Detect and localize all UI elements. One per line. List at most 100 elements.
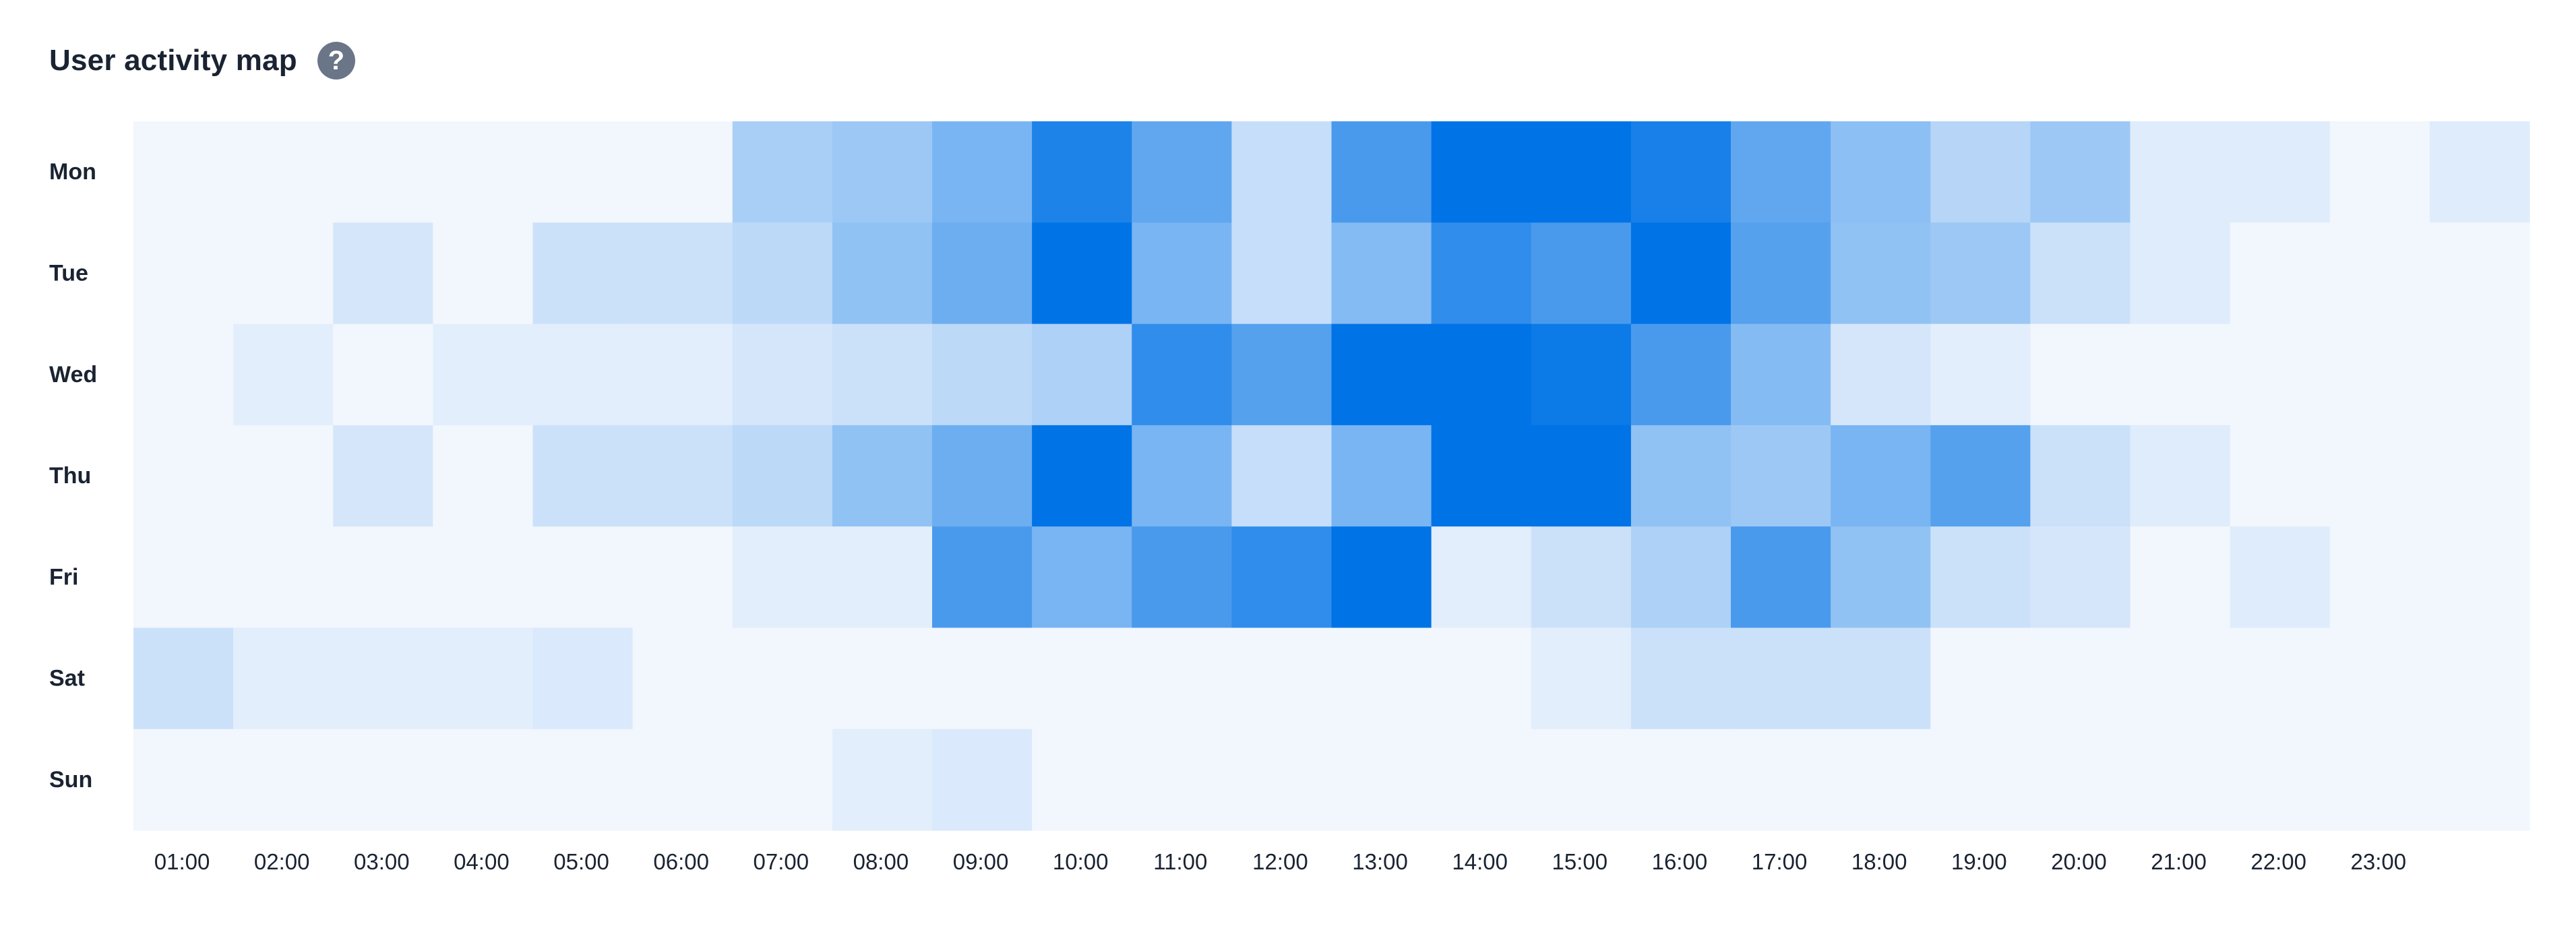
heatmap-cell-mon-2200[interactable] xyxy=(2230,121,2331,223)
heatmap-cell-sat-1200[interactable] xyxy=(1231,627,1332,730)
heatmap-cell-thu-1700[interactable] xyxy=(1731,425,1831,527)
heatmap-cell-thu-0300[interactable] xyxy=(333,425,433,527)
heatmap-cell-mon-0100[interactable] xyxy=(133,121,234,223)
heatmap-cell-sat-0300[interactable] xyxy=(333,627,433,730)
heatmap-cell-sat-0200[interactable] xyxy=(233,627,334,730)
heatmap-cell-thu-1500[interactable] xyxy=(1531,425,1632,527)
heatmap-cell-fri-2100[interactable] xyxy=(2130,526,2231,629)
heatmap-cell-sat-0700[interactable] xyxy=(732,627,833,730)
heatmap-cell-tue-0100[interactable] xyxy=(133,222,234,325)
heatmap-cell-sat-0900[interactable] xyxy=(932,627,1033,730)
heatmap-cell-fri-2000[interactable] xyxy=(2030,526,2131,629)
heatmap-cell-sat-2300[interactable] xyxy=(2329,627,2430,730)
heatmap-cell-thu-2300[interactable] xyxy=(2329,425,2430,527)
heatmap-cell-thu-0600[interactable] xyxy=(632,425,733,527)
heatmap-cell-sun-1100[interactable] xyxy=(1132,729,1232,831)
heatmap-cell-sat-1100[interactable] xyxy=(1132,627,1232,730)
heatmap-cell-fri-1100[interactable] xyxy=(1132,526,1232,629)
heatmap-cell-fri-0100[interactable] xyxy=(133,526,234,629)
heatmap-cell-mon-1700[interactable] xyxy=(1731,121,1831,223)
heatmap-cell-tue-0600[interactable] xyxy=(632,222,733,325)
heatmap-cell-mon-1800[interactable] xyxy=(1831,121,1931,223)
heatmap-cell-thu-0500[interactable] xyxy=(532,425,634,527)
heatmap-cell-sun-0600[interactable] xyxy=(632,729,733,831)
heatmap-cell-fri-1500[interactable] xyxy=(1531,526,1632,629)
heatmap-cell-fri-1300[interactable] xyxy=(1331,526,1432,629)
heatmap-cell-thu-0800[interactable] xyxy=(832,425,933,527)
heatmap-cell-mon-2100[interactable] xyxy=(2130,121,2231,223)
heatmap-cell-thu-1300[interactable] xyxy=(1331,425,1432,527)
heatmap-cell-mon-2300[interactable] xyxy=(2329,121,2430,223)
heatmap-cell-sun-1500[interactable] xyxy=(1531,729,1632,831)
heatmap-cell-tue-2200[interactable] xyxy=(2230,222,2331,325)
heatmap-cell-fri-0300[interactable] xyxy=(333,526,433,629)
heatmap-cell-sat-1900[interactable] xyxy=(1930,627,2031,730)
heatmap-cell-sat-2000[interactable] xyxy=(2030,627,2131,730)
heatmap-cell-sun-1200[interactable] xyxy=(1231,729,1332,831)
heatmap-cell-thu-0200[interactable] xyxy=(233,425,334,527)
heatmap-cell-wed-1700[interactable] xyxy=(1731,323,1831,426)
heatmap-cell-sun-0800[interactable] xyxy=(832,729,933,831)
heatmap-cell-sun-2100[interactable] xyxy=(2130,729,2231,831)
heatmap-cell-fri-1000[interactable] xyxy=(1032,526,1132,629)
heatmap-cell-sun-0200[interactable] xyxy=(233,729,334,831)
heatmap-cell-mon-0300[interactable] xyxy=(333,121,433,223)
heatmap-cell-mon-1900[interactable] xyxy=(1930,121,2031,223)
heatmap-cell-mon-1200[interactable] xyxy=(1231,121,1332,223)
heatmap-cell-sun-0100[interactable] xyxy=(133,729,234,831)
heatmap-cell-wed-0900[interactable] xyxy=(932,323,1033,426)
heatmap-cell-sun-1900[interactable] xyxy=(1930,729,2031,831)
heatmap-cell-tue-0700[interactable] xyxy=(732,222,833,325)
heatmap-cell-wed-2000[interactable] xyxy=(2030,323,2131,426)
heatmap-cell-tue-2100[interactable] xyxy=(2130,222,2231,325)
heatmap-cell-sat-1700[interactable] xyxy=(1731,627,1831,730)
heatmap-cell-sun-1300[interactable] xyxy=(1331,729,1432,831)
heatmap-cell-mon-0400[interactable] xyxy=(433,121,534,223)
heatmap-cell-thu-1100[interactable] xyxy=(1132,425,1232,527)
heatmap-cell-sun-1600[interactable] xyxy=(1630,729,1731,831)
heatmap-cell-sun-1700[interactable] xyxy=(1731,729,1831,831)
heatmap-cell-fri-0700[interactable] xyxy=(732,526,833,629)
heatmap-cell-sun-2400[interactable] xyxy=(2429,729,2530,831)
heatmap-cell-thu-1600[interactable] xyxy=(1630,425,1731,527)
heatmap-cell-tue-2000[interactable] xyxy=(2030,222,2131,325)
heatmap-cell-thu-2200[interactable] xyxy=(2230,425,2331,527)
heatmap-cell-tue-2300[interactable] xyxy=(2329,222,2430,325)
heatmap-cell-sat-0100[interactable] xyxy=(133,627,234,730)
heatmap-cell-sun-0400[interactable] xyxy=(433,729,534,831)
heatmap-cell-fri-0800[interactable] xyxy=(832,526,933,629)
heatmap-cell-thu-2000[interactable] xyxy=(2030,425,2131,527)
heatmap-cell-tue-0800[interactable] xyxy=(832,222,933,325)
heatmap-cell-wed-2200[interactable] xyxy=(2230,323,2331,426)
heatmap-cell-wed-1600[interactable] xyxy=(1630,323,1731,426)
heatmap-cell-thu-0100[interactable] xyxy=(133,425,234,527)
heatmap-cell-sun-2300[interactable] xyxy=(2329,729,2430,831)
heatmap-cell-mon-0500[interactable] xyxy=(532,121,634,223)
heatmap-cell-tue-1200[interactable] xyxy=(1231,222,1332,325)
heatmap-cell-wed-1400[interactable] xyxy=(1431,323,1532,426)
heatmap-cell-sun-1800[interactable] xyxy=(1831,729,1931,831)
heatmap-cell-thu-2400[interactable] xyxy=(2429,425,2530,527)
heatmap-cell-wed-0200[interactable] xyxy=(233,323,334,426)
heatmap-cell-fri-0200[interactable] xyxy=(233,526,334,629)
heatmap-cell-wed-0800[interactable] xyxy=(832,323,933,426)
heatmap-cell-fri-2200[interactable] xyxy=(2230,526,2331,629)
heatmap-cell-fri-0400[interactable] xyxy=(433,526,534,629)
heatmap-cell-mon-1400[interactable] xyxy=(1431,121,1532,223)
heatmap-cell-sat-1000[interactable] xyxy=(1032,627,1132,730)
heatmap-cell-thu-1000[interactable] xyxy=(1032,425,1132,527)
heatmap-cell-sat-1800[interactable] xyxy=(1831,627,1931,730)
heatmap-cell-tue-0500[interactable] xyxy=(532,222,634,325)
heatmap-cell-thu-0400[interactable] xyxy=(433,425,534,527)
heatmap-cell-tue-0400[interactable] xyxy=(433,222,534,325)
heatmap-cell-mon-0700[interactable] xyxy=(732,121,833,223)
heatmap-cell-tue-1000[interactable] xyxy=(1032,222,1132,325)
heatmap-cell-wed-0100[interactable] xyxy=(133,323,234,426)
heatmap-cell-thu-2100[interactable] xyxy=(2130,425,2231,527)
help-question-icon[interactable]: ? xyxy=(317,42,355,80)
heatmap-cell-thu-0700[interactable] xyxy=(732,425,833,527)
heatmap-cell-mon-1600[interactable] xyxy=(1630,121,1731,223)
heatmap-cell-wed-1900[interactable] xyxy=(1930,323,2031,426)
heatmap-cell-tue-1800[interactable] xyxy=(1831,222,1931,325)
heatmap-cell-tue-1500[interactable] xyxy=(1531,222,1632,325)
